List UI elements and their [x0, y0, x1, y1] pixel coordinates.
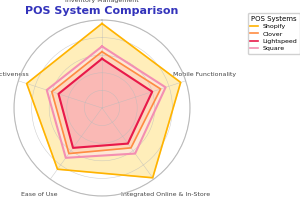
Polygon shape	[58, 59, 152, 148]
Polygon shape	[27, 24, 181, 178]
Polygon shape	[52, 52, 160, 154]
Legend: Shopify, Clover, Lightspeed, Square: Shopify, Clover, Lightspeed, Square	[248, 13, 300, 54]
Text: POS System Comparison: POS System Comparison	[25, 6, 179, 16]
Polygon shape	[47, 46, 166, 158]
